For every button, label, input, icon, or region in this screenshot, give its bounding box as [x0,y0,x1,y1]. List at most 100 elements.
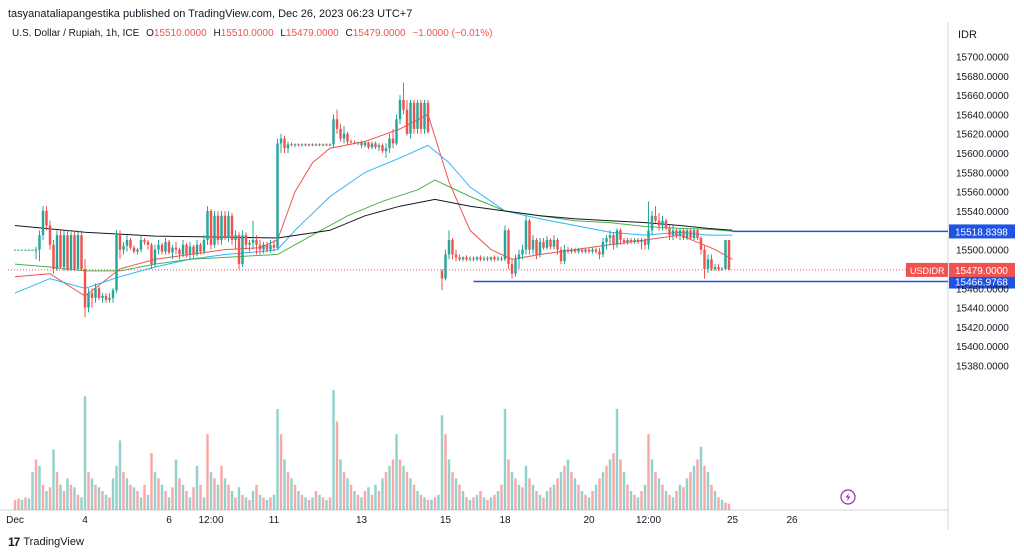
y-axis[interactable]: 15700.0000 15680.0000 15660.0000 15640.0000… [956,52,1009,372]
y-tick-label: 15620.0000 [956,130,1009,141]
volume-bar [304,497,307,510]
y-tick-label: 15540.0000 [956,207,1009,218]
candle-body [552,239,556,247]
volume-bar [167,497,171,510]
candle-body [206,211,209,240]
candle-body [703,249,706,269]
volume-bar [216,484,220,510]
volume-bar [640,491,643,510]
candle-body [542,241,545,248]
candle-body [111,290,115,298]
candle-body [465,257,468,260]
candle-body [171,247,174,253]
candle-body [538,241,542,255]
candle-body [213,215,216,245]
volume-bar [440,415,444,510]
price-lines: 15518.8398 15466.9768 USDIDR 15479.0000 [8,224,1015,289]
volume-bar [381,478,384,510]
volume-bar [437,494,440,510]
candle-body [363,142,367,146]
volume-bar [605,465,608,510]
candle-body [38,235,41,250]
candle-body [321,144,325,146]
volume-bar [671,497,675,510]
candle-body [531,239,535,250]
candle-body [563,249,566,262]
volume-bar [412,484,416,510]
candle-body [244,235,248,245]
candle-body [360,142,363,146]
x-tick-label: 12:00 [636,515,661,526]
candle-body [304,144,307,146]
volume-bar [657,478,661,510]
volume-bar [654,472,657,510]
x-axis[interactable]: Dec 4 6 12:00 11 13 15 18 20 12:00 25 26 [6,515,798,526]
volume-bar [94,484,97,510]
candle-body [73,235,76,269]
candle-body [461,257,465,260]
volume-bar [111,478,115,510]
candle-body [153,249,157,265]
volume-bar [549,487,552,510]
tradingview-logo-icon[interactable]: 17 [8,535,20,549]
volume-bar [612,453,615,510]
candle-body [24,249,27,251]
volume-bar [374,484,377,510]
volume-bar [171,487,174,510]
candle-body [507,230,510,265]
candle-body [577,249,580,252]
volume-bar [360,497,363,510]
volume-bar [199,484,202,510]
candle-body [685,230,689,239]
volume-bar [325,499,328,510]
volume-bar [615,408,619,510]
candle-body [626,239,629,242]
moving-averages [14,113,733,297]
volume-bar [601,472,605,510]
volume-bar [136,491,139,510]
candle-body [251,239,255,243]
candle-body [62,235,66,268]
candle-body [556,239,559,250]
candle-body [216,215,220,240]
volume-bar [419,494,423,510]
candle-body [668,228,671,236]
volume-bar [538,494,542,510]
volume-bar [45,491,48,510]
x-tick-label: 15 [440,515,452,526]
volume-bar [328,497,332,510]
volume-bar [668,494,671,510]
volume-bar [416,491,419,510]
volume-bar [188,497,192,510]
volume-bar [248,499,251,510]
volume-bar [647,434,650,510]
x-tick-label: 18 [499,515,511,526]
y-tick-label: 15440.0000 [956,304,1009,315]
volume-bar [290,478,293,510]
volume-bar [724,502,727,510]
candle-body [615,230,619,245]
candle-body [129,239,132,248]
symbol-name[interactable]: U.S. Dollar / Rupiah, 1h, ICE [12,28,140,39]
candle-body [472,258,475,260]
volume-bar [472,497,475,510]
candle-body [468,258,472,260]
volume-bar [87,472,90,510]
lightning-icon[interactable] [840,489,856,505]
candle-body [20,249,24,251]
volume-bar [699,446,703,510]
last-price-symbol-bg [906,262,948,277]
volume-bar [559,472,563,510]
volume-bar [276,408,279,510]
volume-bar [118,440,122,510]
x-tick-label: 25 [727,515,739,526]
candle-body [318,144,321,146]
volume-bar [678,484,682,510]
volume-bar [41,484,45,510]
volume-bar [332,390,335,510]
candle-body [167,241,171,253]
y-tick-label: 15700.0000 [956,52,1009,63]
candle-body [675,230,678,236]
candle-body [87,293,90,308]
